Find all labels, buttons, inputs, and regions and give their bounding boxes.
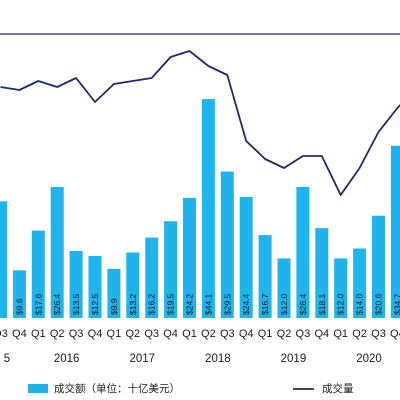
x-tick-label-9: Q4	[163, 328, 178, 340]
year-label-4: 2019	[281, 353, 307, 365]
bar-data-label-5: $12.5	[90, 293, 100, 315]
bar-16	[296, 186, 310, 318]
bar-data-label-18: $12.0	[336, 293, 346, 315]
bar-data-label-2: $17.6	[33, 293, 43, 315]
bar-18	[334, 258, 348, 318]
bar-7	[126, 252, 140, 318]
bar-12	[220, 171, 234, 318]
x-tick-label-10: Q1	[182, 328, 197, 340]
x-tick-label-21: Q4	[390, 328, 400, 340]
bar-data-label-15: $12.0	[279, 293, 289, 315]
bar-data-label-21: $34.7	[392, 293, 400, 315]
x-tick-label-17: Q4	[314, 328, 329, 340]
x-tick-label-15: Q2	[277, 328, 292, 340]
x-tick-label-7: Q2	[125, 328, 140, 340]
bar-data-label-3: $26.4	[52, 293, 62, 315]
bar-20	[372, 215, 385, 318]
x-tick-label-2: Q1	[31, 328, 46, 340]
year-label-2: 2017	[129, 353, 155, 365]
bar-data-label-13: $24.4	[241, 293, 251, 315]
bar-13	[239, 196, 253, 318]
x-tick-label-12: Q3	[220, 328, 235, 340]
bar-data-label-4: $13.5	[71, 293, 81, 315]
bar-1	[12, 270, 26, 318]
bar-data-label-10: $24.2	[185, 293, 195, 315]
bar-5	[88, 255, 102, 318]
x-tick-label-11: Q2	[201, 328, 216, 340]
x-tick-label-13: Q4	[239, 328, 254, 340]
bar-data-label-6: $9.9	[109, 298, 119, 315]
bar-8	[145, 237, 159, 318]
year-label-0: 5	[4, 353, 10, 365]
bar-0	[0, 201, 7, 318]
bar-data-label-11: $44.1	[203, 293, 213, 315]
legend-label-line: 成交量	[322, 382, 354, 395]
x-tick-label-6: Q1	[107, 328, 122, 340]
bar-3	[50, 186, 64, 318]
x-tick-label-20: Q3	[371, 328, 386, 340]
bar-21	[390, 145, 400, 318]
bar-4	[69, 250, 83, 318]
bar-data-label-19: $14.0	[355, 293, 365, 315]
bar-11	[201, 99, 215, 318]
bar-10	[183, 197, 196, 318]
year-label-3: 2018	[205, 353, 231, 365]
x-tick-label-18: Q1	[333, 328, 348, 340]
legend-swatch-bar	[28, 384, 48, 393]
bar-data-label-17: $18.1	[317, 293, 327, 315]
bar-19	[353, 248, 367, 318]
x-tick-label-1: Q4	[12, 328, 27, 340]
bar-data-label-7: $13.2	[128, 293, 138, 315]
bar-14	[258, 235, 272, 318]
x-tick-label-14: Q1	[258, 328, 273, 340]
bar-data-label-8: $16.2	[147, 293, 157, 315]
bar-2	[31, 230, 45, 318]
x-tick-label-3: Q2	[50, 328, 65, 340]
bar-data-label-16: $26.4	[298, 293, 308, 315]
bar-6	[107, 268, 121, 318]
bar-data-label-1: $9.6	[14, 298, 24, 315]
bar-data-label-20: $20.6	[374, 293, 384, 315]
legend-label-bar: 成交额（单位：十亿美元）	[54, 382, 180, 395]
bar-15	[277, 258, 291, 318]
x-tick-label-8: Q3	[144, 328, 159, 340]
year-label-1: 2016	[54, 353, 80, 365]
bar-data-label-9: $19.5	[166, 293, 176, 315]
year-label-5: 2020	[356, 353, 382, 365]
series-line-1	[0, 50, 400, 196]
x-tick-label-0: Q3	[0, 328, 8, 340]
x-tick-label-19: Q2	[352, 328, 367, 340]
bar-data-label-14: $16.7	[260, 293, 270, 315]
x-tick-label-5: Q4	[88, 328, 103, 340]
bar-data-label-12: $29.5	[222, 293, 232, 315]
x-tick-label-4: Q3	[69, 328, 84, 340]
bar-17	[315, 228, 329, 318]
bar-9	[164, 221, 178, 318]
x-tick-label-16: Q3	[296, 328, 311, 340]
